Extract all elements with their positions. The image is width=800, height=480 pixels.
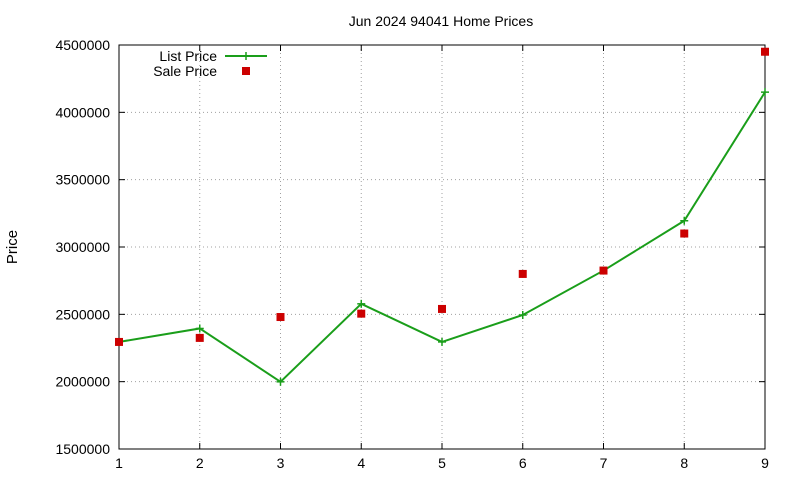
- data-point: [276, 313, 285, 322]
- data-point: [276, 377, 285, 386]
- data-point: [518, 311, 527, 320]
- series-list-price: [115, 88, 769, 386]
- legend-label: Sale Price: [153, 63, 217, 79]
- data-point: [680, 216, 689, 225]
- axis-ticks: 1 2 3 4 5 6 7 8 9 1500000 2000000 2500000 3000000 350…: [55, 37, 769, 471]
- data-point: [195, 324, 204, 333]
- legend-label: List Price: [159, 48, 217, 64]
- y-tick-label: 3500000: [55, 172, 110, 188]
- data-point: [680, 229, 689, 238]
- data-point: [518, 269, 527, 278]
- data-point: [761, 88, 769, 97]
- data-point: [357, 299, 366, 308]
- x-tick-label: 6: [519, 455, 527, 471]
- data-point: [242, 67, 250, 75]
- data-point: [357, 309, 366, 318]
- x-tick-label: 3: [277, 455, 285, 471]
- y-tick-label: 1500000: [55, 441, 110, 457]
- x-tick-label: 4: [357, 455, 365, 471]
- x-tick-label: 8: [680, 455, 688, 471]
- x-tick-label: 1: [115, 455, 123, 471]
- y-axis-label: Price: [4, 230, 21, 264]
- x-tick-label: 5: [438, 455, 446, 471]
- data-point: [761, 47, 769, 56]
- data-point: [242, 52, 250, 60]
- data-point: [195, 333, 204, 342]
- series-sale-price: [115, 47, 769, 346]
- x-tick-label: 9: [761, 455, 769, 471]
- legend-item: Sale Price: [153, 63, 250, 79]
- data-point: [438, 337, 446, 346]
- data-point: [115, 337, 123, 346]
- data-point: [438, 304, 446, 313]
- y-tick-label: 2000000: [55, 374, 110, 390]
- y-tick-label: 4500000: [55, 37, 110, 53]
- data-point: [599, 266, 608, 275]
- legend-item: List Price: [159, 48, 267, 64]
- y-tick-label: 4000000: [55, 104, 110, 120]
- y-tick-label: 3000000: [55, 239, 110, 255]
- y-tick-label: 2500000: [55, 306, 110, 322]
- series-layer: [115, 47, 769, 386]
- grid-lines: [119, 45, 765, 449]
- x-tick-label: 2: [196, 455, 204, 471]
- x-tick-label: 7: [600, 455, 608, 471]
- chart-title: Jun 2024 94041 Home Prices: [349, 13, 533, 29]
